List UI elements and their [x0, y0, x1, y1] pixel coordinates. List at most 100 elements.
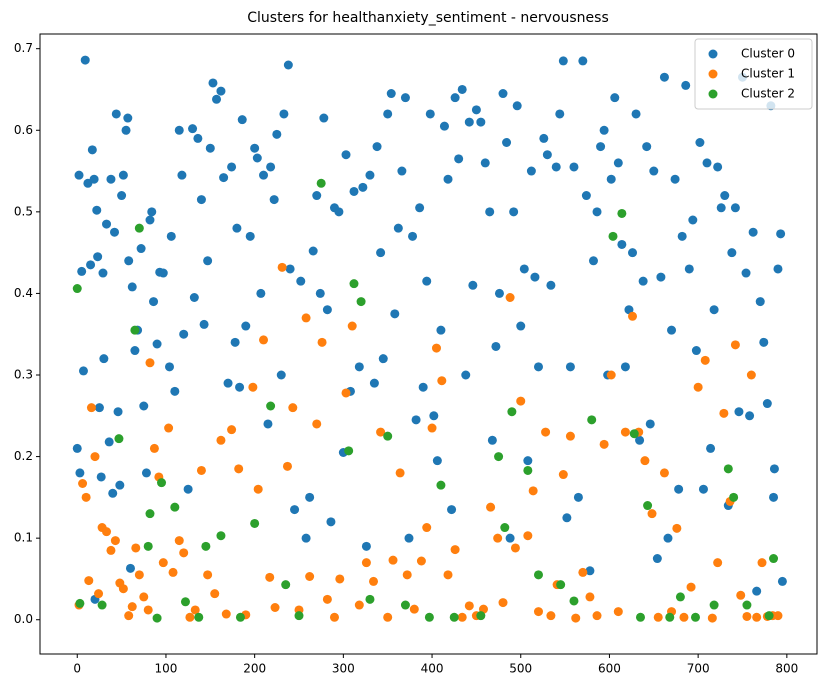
point	[230, 337, 240, 347]
point	[97, 600, 107, 610]
point	[250, 143, 260, 153]
point	[762, 399, 772, 409]
point	[424, 612, 434, 622]
point	[677, 231, 687, 241]
point	[223, 378, 233, 388]
point	[319, 113, 329, 123]
point	[180, 597, 190, 607]
point	[620, 362, 630, 372]
point	[631, 109, 641, 119]
point	[130, 325, 140, 335]
point	[210, 589, 220, 599]
point	[265, 572, 275, 582]
point	[281, 580, 291, 590]
x-tick-label: 0	[73, 662, 81, 676]
point	[672, 523, 682, 533]
point	[75, 598, 85, 608]
point	[86, 403, 96, 413]
point	[402, 570, 412, 580]
point	[305, 572, 315, 581]
point	[523, 531, 533, 541]
point	[686, 582, 696, 592]
point	[376, 427, 386, 437]
point	[334, 207, 344, 217]
point	[203, 256, 213, 266]
point	[250, 518, 260, 528]
point	[505, 533, 515, 543]
point	[349, 186, 359, 196]
point	[174, 536, 184, 546]
point	[773, 611, 783, 621]
point	[127, 602, 137, 612]
point	[755, 297, 765, 307]
y-tick-label: 0.5	[14, 204, 33, 218]
point	[102, 219, 112, 229]
point	[546, 611, 556, 621]
point	[592, 207, 602, 217]
point	[454, 154, 464, 164]
point	[690, 612, 700, 622]
point	[480, 158, 490, 168]
point	[347, 321, 357, 331]
point	[106, 174, 116, 184]
point	[431, 343, 441, 353]
point	[436, 480, 446, 490]
point	[447, 505, 457, 515]
point	[203, 570, 213, 580]
point	[145, 215, 155, 225]
x-tick-label: 200	[243, 662, 266, 676]
point	[652, 554, 662, 564]
point	[422, 276, 432, 286]
point	[585, 592, 595, 602]
point	[542, 150, 552, 160]
point	[372, 142, 382, 152]
point	[87, 145, 97, 155]
point	[174, 125, 184, 135]
point	[777, 576, 787, 586]
point	[354, 600, 364, 610]
point	[99, 354, 109, 364]
point	[487, 435, 497, 445]
point	[288, 403, 298, 413]
point	[599, 125, 609, 135]
point	[588, 256, 598, 266]
point	[464, 601, 474, 611]
point	[734, 407, 744, 417]
point	[296, 276, 306, 286]
point	[471, 105, 481, 115]
point	[684, 264, 694, 274]
point	[635, 612, 645, 622]
point	[457, 612, 467, 622]
y-tick-label: 0.0	[14, 612, 33, 626]
legend-marker	[708, 89, 718, 99]
point	[390, 309, 400, 319]
point	[308, 246, 318, 256]
point	[127, 282, 137, 292]
point	[555, 109, 565, 119]
point	[530, 272, 540, 282]
point	[395, 468, 405, 478]
point	[608, 231, 618, 241]
point	[450, 545, 460, 555]
point	[647, 509, 657, 519]
point	[653, 612, 663, 622]
point	[96, 472, 106, 482]
point	[679, 612, 689, 622]
point	[706, 443, 716, 453]
point	[491, 341, 501, 351]
point	[709, 305, 719, 315]
point	[179, 548, 189, 558]
point	[276, 370, 286, 380]
point	[670, 174, 680, 184]
point	[516, 321, 526, 331]
point	[764, 611, 774, 621]
point	[216, 531, 226, 541]
point	[344, 446, 354, 456]
y-tick-label: 0.1	[14, 531, 33, 545]
point	[569, 162, 579, 172]
point	[422, 523, 432, 533]
point	[558, 56, 568, 66]
x-tick-label: 500	[509, 662, 532, 676]
point	[498, 89, 508, 99]
point	[179, 329, 189, 339]
